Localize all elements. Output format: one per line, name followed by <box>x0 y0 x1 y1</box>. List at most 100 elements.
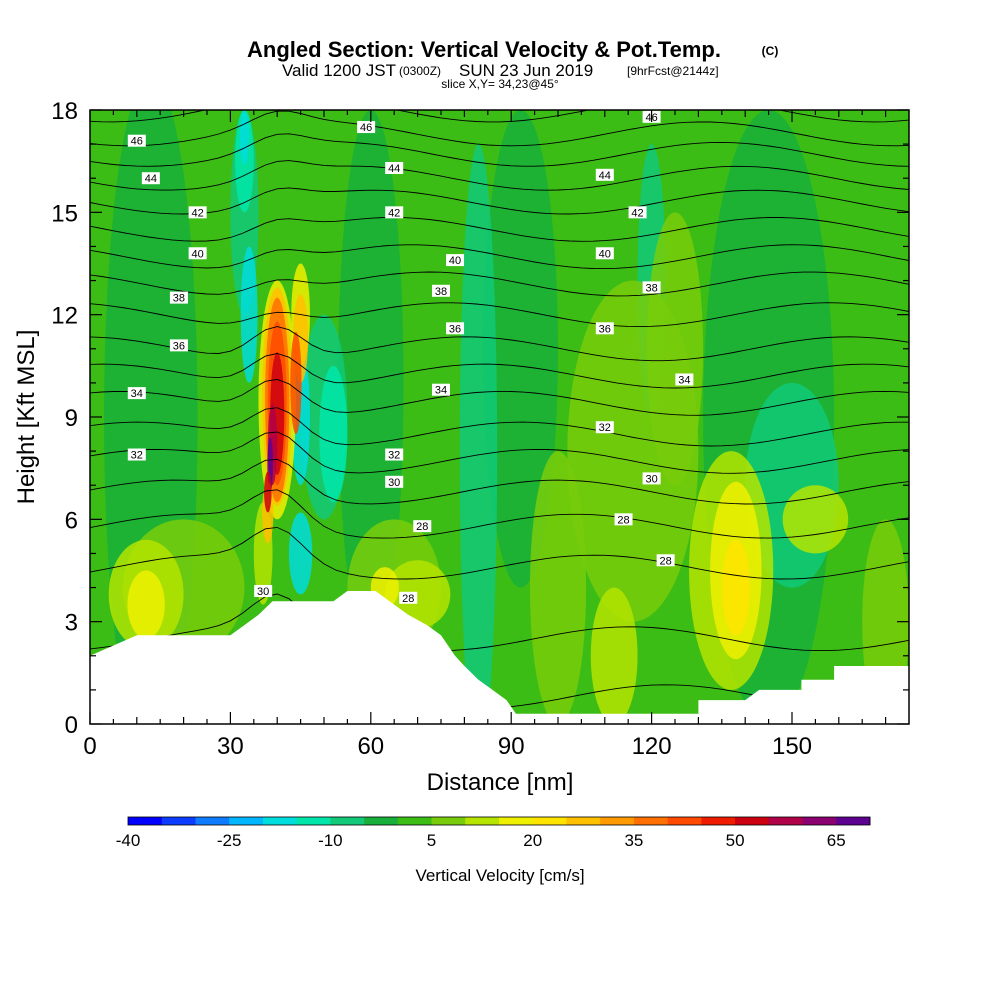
theta-label-box <box>188 247 207 260</box>
theta-label: 28 <box>617 514 629 526</box>
colorbar-swatch <box>768 817 804 825</box>
theta-label: 36 <box>449 323 461 335</box>
chart-title: Angled Section: Vertical Velocity & Pot.… <box>247 37 721 62</box>
colorbar-label: 5 <box>427 831 436 850</box>
colorbar-swatch <box>128 817 163 825</box>
theta-label-box <box>595 322 614 335</box>
slice-info: slice X,Y= 34,23@45° <box>441 77 559 91</box>
y-axis-title: Height [Kft MSL] <box>13 330 40 505</box>
colorbar-swatch <box>499 817 534 825</box>
theta-label: 46 <box>131 136 143 148</box>
theta-label-box <box>357 121 376 134</box>
colorbar-swatch <box>195 817 230 825</box>
velocity-region <box>319 365 348 503</box>
colorbar-swatch <box>633 817 669 825</box>
colorbar-swatch <box>802 817 837 825</box>
theta-label: 40 <box>192 248 204 260</box>
colorbar-swatch <box>262 817 298 825</box>
theta-label: 42 <box>631 207 643 219</box>
theta-label-box <box>141 172 160 185</box>
velocity-region <box>529 451 587 724</box>
theta-label: 46 <box>360 122 372 134</box>
x-tick-label: 120 <box>632 733 672 760</box>
theta-contour <box>90 187 909 215</box>
y-tick-label: 3 <box>65 610 78 637</box>
theta-label: 34 <box>131 388 143 400</box>
theta-label-box <box>188 206 207 219</box>
velocity-region <box>646 212 704 486</box>
colorbar-swatch <box>229 817 264 825</box>
colorbar-label: 20 <box>523 831 542 850</box>
theta-label: 32 <box>131 450 143 462</box>
theta-label-box <box>432 284 450 297</box>
theta-contour <box>90 378 909 416</box>
forecast-tag: [9hrFcst@2144z] <box>627 64 719 78</box>
velocity-region <box>782 485 849 554</box>
theta-label: 42 <box>388 207 400 219</box>
colorbar-swatch <box>566 817 601 825</box>
theta-label: 34 <box>435 385 447 397</box>
colorbar-title: Vertical Velocity [cm/s] <box>415 866 584 885</box>
colorbar-swatch <box>735 817 770 825</box>
theta-label-box <box>595 247 614 260</box>
valid-date: SUN 23 Jun 2019 <box>459 61 593 80</box>
theta-contour <box>90 431 909 474</box>
theta-label: 30 <box>388 477 400 489</box>
y-tick-label: 6 <box>65 507 78 534</box>
velocity-field <box>104 110 909 724</box>
y-tick-label: 9 <box>65 405 78 432</box>
theta-contour <box>90 160 909 191</box>
theta-contour <box>90 458 909 505</box>
theta-contour <box>90 217 909 242</box>
velocity-region <box>239 110 250 165</box>
velocity-region <box>459 144 498 724</box>
theta-label-box <box>169 339 188 352</box>
y-tick-label: 15 <box>51 200 78 227</box>
theta-label-box <box>675 373 694 386</box>
theta-label: 32 <box>388 450 400 462</box>
colorbar-swatch <box>465 817 500 825</box>
theta-label-box <box>628 206 647 219</box>
theta-label-box <box>446 322 465 335</box>
theta-label: 38 <box>435 286 447 298</box>
theta-label-box <box>385 475 404 488</box>
theta-label-box <box>399 591 418 604</box>
colorbar-swatch <box>330 817 365 825</box>
velocity-region <box>721 539 750 636</box>
theta-contour <box>90 593 909 652</box>
velocity-region <box>483 110 558 588</box>
colorbar <box>127 816 871 826</box>
colorbar-swatch <box>296 817 331 825</box>
theta-label: 30 <box>645 473 657 485</box>
theta-label-box <box>656 554 675 567</box>
theta-label: 28 <box>660 555 672 567</box>
theta-label-box <box>614 513 633 526</box>
colorbar-swatch <box>431 817 466 825</box>
theta-label-box <box>127 387 146 400</box>
theta-label-box <box>446 254 465 267</box>
theta-label-box <box>595 168 614 181</box>
velocity-region <box>338 110 404 656</box>
y-tick-label: 12 <box>51 303 78 330</box>
theta-label: 28 <box>402 593 414 605</box>
theta-label-box <box>595 421 614 434</box>
theta-label-box <box>642 281 661 294</box>
x-tick-label: 0 <box>83 733 96 760</box>
theta-label-box <box>127 134 146 147</box>
theta-label: 34 <box>678 374 690 386</box>
y-tick-label: 0 <box>65 712 78 739</box>
theta-contour <box>90 302 909 328</box>
colorbar-label: 65 <box>827 831 846 850</box>
theta-label-box <box>385 161 404 174</box>
colorbar-labels: -40 -25 -10 5 20 35 50 65 <box>116 831 846 850</box>
theta-label: 44 <box>388 163 400 175</box>
terrain <box>90 591 909 724</box>
theta-label: 36 <box>599 323 611 335</box>
theta-label-box <box>169 291 188 304</box>
x-tick-label: 60 <box>357 733 384 760</box>
theta-label: 32 <box>599 422 611 434</box>
x-tick-label: 90 <box>498 733 525 760</box>
theta-contour <box>90 244 909 270</box>
